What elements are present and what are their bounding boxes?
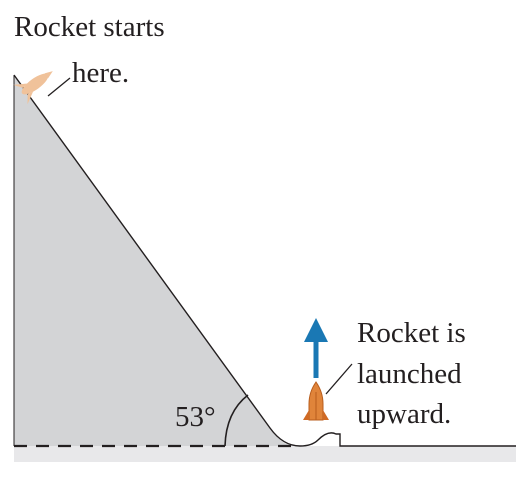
launch-label-line2: launched [357,358,462,390]
start-label-line2: here. [72,57,129,89]
start-leader-line [47,77,71,97]
start-label-line1: Rocket starts [14,11,165,43]
angle-label: 53° [175,401,216,433]
ground-shading [14,446,516,462]
launch-label-line1: Rocket is [357,317,466,349]
incline-ramp [14,75,297,446]
launch-label-line3: upward. [357,398,451,430]
launch-rocket-icon [303,381,329,421]
arrow-up-icon [304,318,328,378]
launch-leader-line [325,363,353,395]
incline-surface [13,74,516,447]
angle-arc [224,394,249,447]
